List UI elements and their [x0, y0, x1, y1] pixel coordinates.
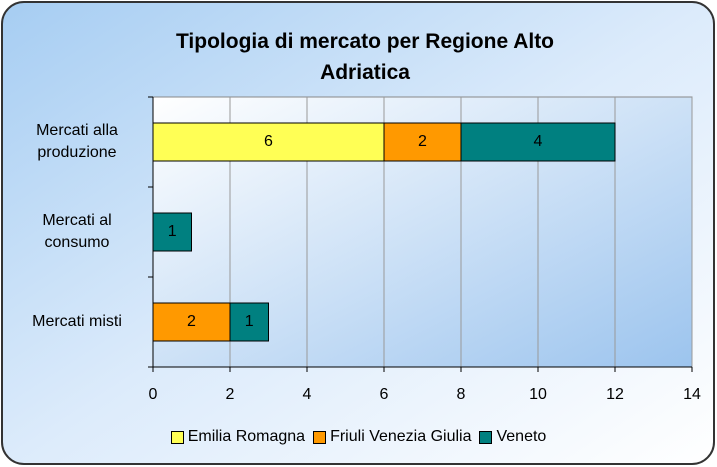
legend-swatch [313, 430, 327, 444]
data-label: 2 [418, 133, 427, 150]
x-tick-label: 6 [380, 386, 389, 403]
data-label: 1 [168, 223, 177, 240]
data-label: 1 [245, 313, 254, 330]
x-tick-label: 14 [683, 386, 701, 403]
x-tick-label: 4 [303, 386, 312, 403]
x-tick-label: 2 [226, 386, 235, 403]
x-tick-label: 10 [529, 386, 547, 403]
legend-item: Friuli Venezia Giulia [313, 428, 471, 446]
data-label: 2 [187, 313, 196, 330]
data-label: 4 [534, 133, 543, 150]
legend: Emilia Romagna Friuli Venezia Giulia Venet… [0, 428, 717, 446]
legend-swatch [170, 430, 184, 444]
data-label: 6 [264, 133, 273, 150]
legend-item: Veneto [479, 428, 546, 446]
bar [152, 302, 231, 342]
legend-label: Veneto [496, 428, 547, 445]
bar [383, 122, 462, 162]
y-tick-label: Mercati alla produzione [36, 122, 118, 161]
chart-title: Tipologia di mercato per Regione Alto Ad… [175, 30, 555, 84]
bar [152, 212, 192, 252]
y-tick-label: Mercati misti [32, 313, 122, 330]
y-tick-label: Mercati al consumo [42, 212, 112, 251]
bar [152, 122, 385, 162]
bar [460, 122, 616, 162]
legend-label: Friuli Venezia Giulia [330, 428, 472, 445]
bar [229, 302, 269, 342]
x-tick-label: 8 [457, 386, 466, 403]
x-tick-label: 0 [149, 386, 158, 403]
legend-label: Emilia Romagna [187, 428, 306, 445]
x-tick-label: 12 [606, 386, 624, 403]
legend-item: Emilia Romagna [170, 428, 306, 446]
legend-swatch [479, 430, 493, 444]
